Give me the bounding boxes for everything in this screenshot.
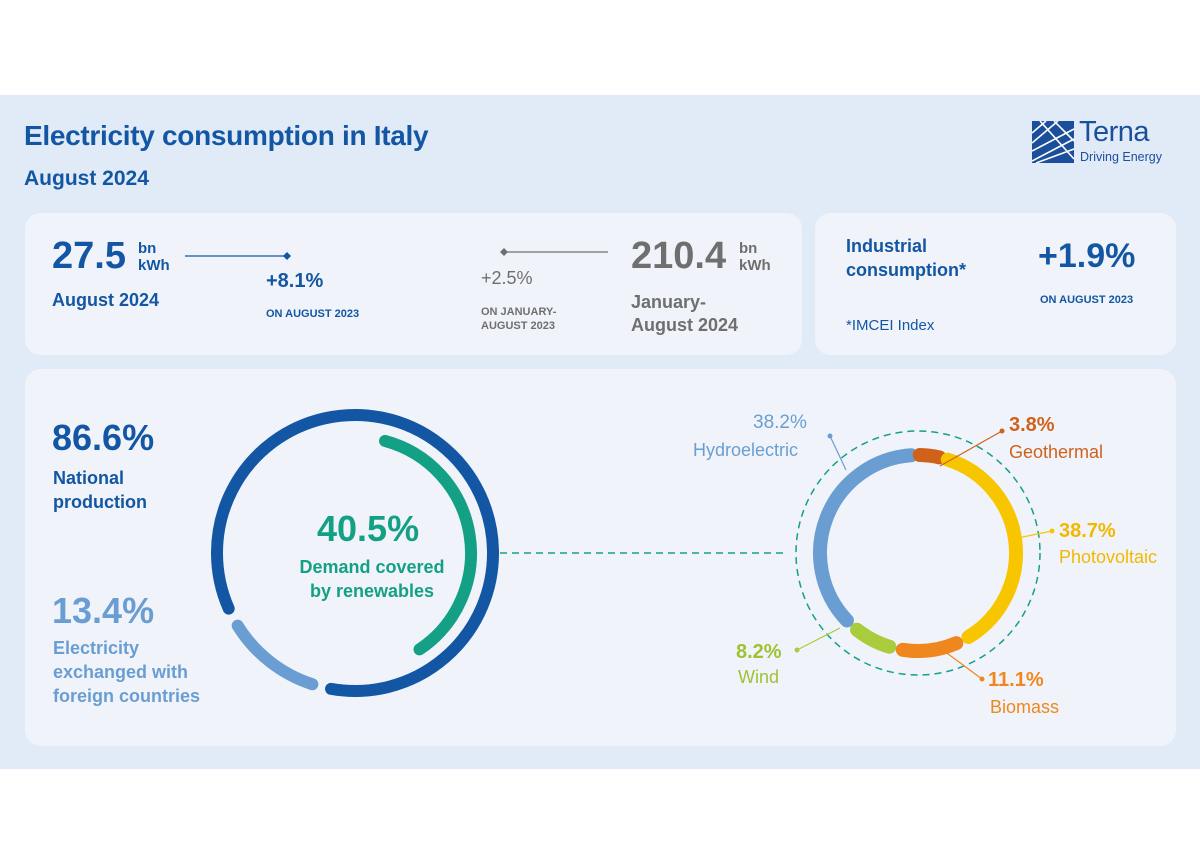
photovoltaic-leader-dot	[1049, 528, 1055, 534]
biomass-leader-line	[939, 647, 983, 680]
biomass-leader-dot	[979, 676, 985, 682]
biomass-value-label: 11.1%	[988, 669, 1044, 691]
geothermal-leader-dot	[999, 428, 1005, 434]
industrial-change: +1.9%	[1038, 237, 1136, 275]
ytd-label-line1: January-	[631, 292, 707, 312]
renewables-outer-ring	[795, 430, 1041, 676]
page-period: August 2024	[24, 167, 149, 190]
photovoltaic-leader-line	[1017, 530, 1053, 539]
national-production-arc	[211, 409, 499, 697]
ytd-label-line2: August 2024	[631, 315, 739, 335]
photovoltaic-value-label: 38.7%	[1059, 520, 1116, 542]
geothermal-value-label: 3.8%	[1009, 414, 1055, 436]
monthly-unit-top: bn	[138, 240, 157, 257]
national-production-label-line1: National	[53, 468, 125, 488]
hydro-leader-dot	[827, 433, 833, 439]
ytd-change-ref-line1: ON JANUARY-	[481, 306, 557, 318]
hydro-name-label: Hydroelectric	[693, 440, 799, 460]
photovoltaic-arc	[940, 452, 1023, 645]
hydro-value-label: 38.2%	[753, 412, 807, 433]
logo-tagline: Driving Energy	[1080, 150, 1162, 164]
page-title: Electricity consumption in Italy	[24, 120, 429, 151]
renewables-share-value: 40.5%	[317, 508, 420, 549]
national-production-label-line2: production	[53, 492, 147, 512]
monthly-change: +8.1%	[266, 270, 324, 292]
monthly-change-ref: ON AUGUST 2023	[266, 308, 360, 320]
biomass-name-label: Biomass	[990, 697, 1060, 717]
monthly-trend-arrow	[185, 252, 291, 260]
geothermal-leader-line	[939, 430, 1003, 467]
ytd-value: 210.4	[631, 235, 727, 277]
national-production-value: 86.6%	[52, 417, 155, 458]
industrial-change-ref: ON AUGUST 2023	[1040, 294, 1134, 306]
monthly-unit-bottom: kWh	[138, 257, 170, 274]
ytd-trend-arrow	[500, 248, 608, 256]
biomass-arc	[895, 636, 964, 658]
wind-arc	[850, 622, 897, 654]
industrial-label-line2: consumption*	[846, 260, 966, 280]
ytd-change: +2.5%	[481, 268, 533, 288]
ytd-unit-top: bn	[739, 240, 758, 257]
consumption-card	[25, 213, 802, 355]
geothermal-arc	[912, 448, 947, 465]
exchange-label-line1: Electricity	[53, 638, 140, 658]
wind-name-label: Wind	[738, 667, 780, 687]
renewables-share-label-line1: Demand covered	[299, 557, 445, 577]
monthly-value: 27.5	[52, 235, 126, 277]
industrial-card	[815, 213, 1176, 355]
industrial-label-line1: Industrial	[846, 236, 928, 256]
renewables-arc	[379, 434, 477, 656]
industrial-footnote: *IMCEI Index	[846, 317, 935, 334]
monthly-label: August 2024	[52, 290, 160, 310]
exchange-arc	[231, 619, 319, 691]
photovoltaic-name-label: Photovoltaic	[1059, 547, 1158, 567]
geothermal-name-label: Geothermal	[1009, 442, 1104, 462]
wind-value-label: 8.2%	[736, 641, 782, 663]
renewables-share-label-line2: by renewables	[309, 581, 435, 601]
hydro-arc	[813, 448, 919, 628]
exchange-label-line2: exchanged with	[53, 662, 189, 682]
hydro-leader-line	[829, 435, 847, 471]
terna-logo-icon	[1032, 121, 1075, 164]
ytd-change-ref-line2: AUGUST 2023	[481, 320, 555, 332]
wind-leader-line	[796, 627, 841, 651]
logo-wordmark: Terna	[1079, 116, 1150, 148]
wind-leader-dot	[794, 647, 800, 653]
exchange-value: 13.4%	[52, 590, 155, 631]
ytd-unit-bottom: kWh	[739, 257, 771, 274]
exchange-label-line3: foreign countries	[53, 686, 201, 706]
